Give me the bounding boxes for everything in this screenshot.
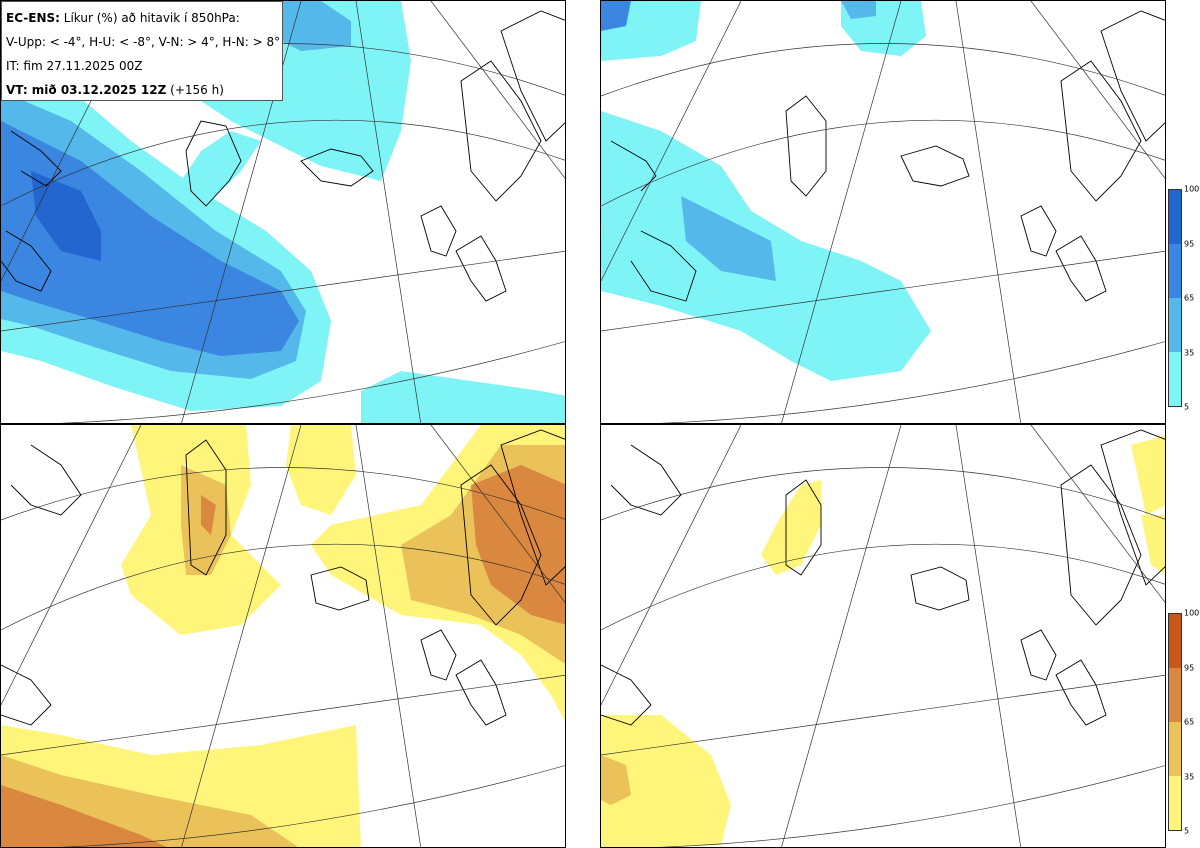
tick-label: 5 [1184,826,1190,836]
info-box: EC-ENS: Líkur (%) að hitavik í 850hPa: V… [1,1,283,101]
coastlines [610,10,1165,302]
probability-field [601,435,1165,847]
tick-label: 95 [1184,239,1195,248]
map-panel-bottom-right [600,424,1166,848]
colorbar-cold [1168,189,1182,407]
colorbar-segment [1169,352,1181,406]
map-panel-top-right [600,0,1166,424]
map-panel-bottom-left [0,424,566,848]
tick-label: 5 [1184,402,1190,412]
probability-map [601,1,1165,423]
probability-field [1,425,565,847]
colorbar-segment [1169,244,1181,298]
graticule [1,425,565,847]
valid-time: VT: mið 03.12.2025 12Z [6,83,167,97]
tick-label: 35 [1184,772,1195,781]
tick-label: 65 [1184,717,1195,727]
tick-label: 95 [1184,663,1195,672]
colorbar-segment [1169,614,1181,668]
colorbar-segment [1169,722,1181,776]
valid-offset: (+156 h) [170,83,224,97]
chart-title: Líkur (%) að hitavik í 850hPa: [63,11,240,25]
colorbar-segment [1169,190,1181,244]
tick-label: 35 [1184,348,1195,357]
coastlines [1,429,565,726]
threshold-legend: V-Upp: < -4°, H-U: < -8°, V-N: > 4°, H-N… [6,35,281,49]
tick-label: 100 [1184,184,1200,194]
probability-map [1,425,565,847]
map-panel-top-left: EC-ENS: Líkur (%) að hitavik í 850hPa: V… [0,0,566,424]
coastlines [1,10,565,302]
model-name: EC-ENS: [6,11,60,25]
colorbar-segment [1169,776,1181,830]
colorbar-segment [1169,668,1181,722]
graticule [601,425,1165,847]
probability-field [601,1,931,381]
tick-label: 65 [1184,293,1195,303]
coastlines [601,429,1165,726]
colorbar-warm [1168,613,1182,831]
init-time: IT: fim 27.11.2025 00Z [6,59,143,73]
tick-label: 100 [1184,608,1200,618]
graticule [601,1,1165,423]
colorbar-segment [1169,298,1181,352]
probability-map [601,425,1165,847]
